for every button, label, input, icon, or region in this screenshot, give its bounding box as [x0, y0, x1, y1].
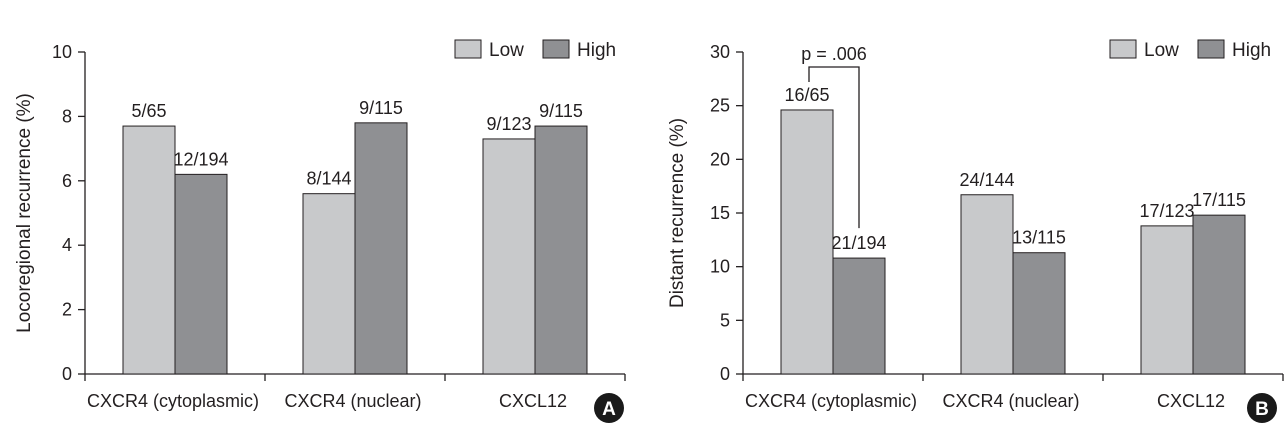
legend-swatch-a-high	[542, 39, 570, 59]
y-tick-label-b: 0	[720, 364, 730, 384]
bar-b-high-0	[832, 257, 886, 375]
data-label-b: 13/115	[1012, 228, 1066, 248]
y-tick-label-b: 30	[710, 42, 730, 62]
y-tick-label-b: 5	[720, 310, 730, 330]
p-value-annotation-b: p = .006	[801, 44, 867, 64]
y-axis-title-b: Distant recurrence (%)	[667, 118, 688, 308]
legend-label-a: High	[577, 40, 616, 61]
panel-badge-letter-a: A	[602, 399, 616, 420]
data-label-a: 9/123	[486, 114, 531, 134]
bar-a-high-2	[534, 125, 588, 375]
data-label-a: 9/115	[359, 98, 403, 118]
category-label-b: CXCL12	[1157, 391, 1225, 411]
bar-a-low-0	[122, 125, 176, 375]
significance-bracket-b	[808, 66, 860, 229]
data-label-a: 9/115	[539, 101, 583, 121]
category-label-b: CXCR4 (cytoplasmic)	[745, 391, 917, 411]
bar-a-high-1	[354, 122, 408, 375]
bar-a-low-2	[482, 138, 536, 375]
data-label-b: 21/194	[831, 233, 886, 253]
bar-a-high-0	[174, 173, 228, 375]
category-label-a: CXCR4 (cytoplasmic)	[87, 391, 259, 411]
bar-b-low-0	[780, 109, 834, 375]
y-tick-label-a: 8	[62, 106, 72, 126]
legend-swatch-a-low	[454, 39, 482, 59]
category-label-b: CXCR4 (nuclear)	[942, 391, 1079, 411]
bar-b-high-2	[1192, 214, 1246, 375]
bar-b-low-1	[960, 194, 1014, 375]
y-tick-label-b: 15	[710, 203, 730, 223]
category-label-a: CXCL12	[499, 391, 567, 411]
panel-badge-a	[594, 393, 624, 423]
y-tick-label-a: 0	[62, 364, 72, 384]
data-label-a: 5/65	[131, 101, 166, 121]
bar-a-low-1	[302, 193, 356, 375]
data-label-b: 17/115	[1192, 190, 1246, 210]
data-label-a: 12/194	[173, 149, 228, 169]
legend-label-a: Low	[489, 40, 524, 61]
data-label-b: 17/123	[1139, 201, 1194, 221]
y-tick-label-b: 20	[710, 149, 730, 169]
data-label-b: 24/144	[959, 170, 1014, 190]
y-tick-label-a: 2	[62, 300, 72, 320]
legend-swatch-b-high	[1197, 39, 1225, 59]
data-label-b: 16/65	[784, 85, 829, 105]
legend-label-b: Low	[1144, 40, 1179, 61]
category-label-a: CXCR4 (nuclear)	[284, 391, 421, 411]
legend-label-b: High	[1232, 40, 1271, 61]
y-tick-label-a: 4	[62, 235, 72, 255]
y-tick-label-b: 25	[710, 96, 730, 116]
y-axis-title-a: Locoregional recurrence (%)	[14, 93, 35, 333]
y-tick-label-b: 10	[710, 257, 730, 277]
panel-badge-b	[1247, 393, 1277, 423]
bar-b-low-2	[1140, 225, 1194, 375]
legend-swatch-b-low	[1109, 39, 1137, 59]
data-label-a: 8/144	[306, 169, 351, 189]
y-tick-label-a: 10	[52, 42, 72, 62]
y-tick-label-a: 6	[62, 171, 72, 191]
bar-b-high-1	[1012, 252, 1066, 375]
panel-badge-letter-b: B	[1255, 399, 1269, 420]
